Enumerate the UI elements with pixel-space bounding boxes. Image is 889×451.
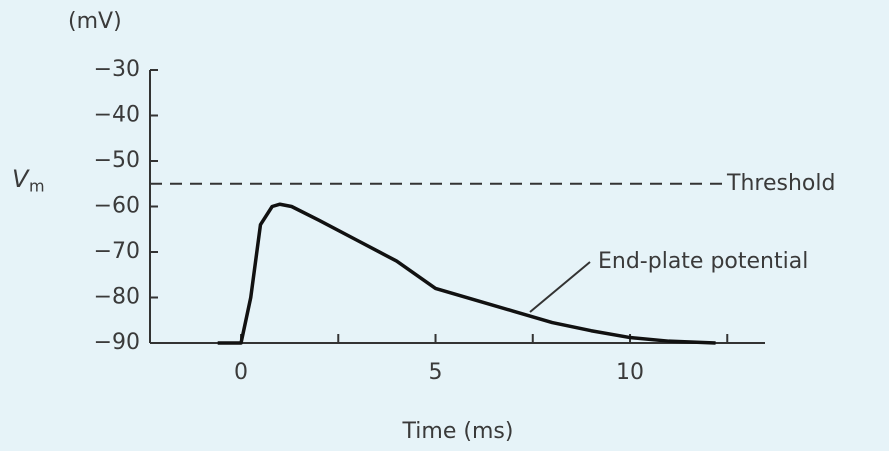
- y-tick-label: −80: [94, 285, 140, 310]
- y-tick-label: −40: [94, 103, 140, 128]
- y-tick-label: −70: [94, 239, 140, 264]
- y-axis-label: V: [12, 165, 30, 193]
- x-tick-label: 10: [616, 360, 644, 385]
- y-tick-label: −60: [94, 194, 140, 219]
- y-tick-label: −90: [94, 330, 140, 355]
- line: [217, 202, 716, 345]
- y-tick-label: −30: [94, 57, 140, 82]
- y-tick-label: −50: [94, 148, 140, 173]
- annotation-leader: [529, 261, 591, 313]
- unit-label: (mV): [68, 9, 122, 34]
- x-axis-label: Time (ms): [402, 419, 514, 444]
- x-tick-label: 0: [234, 360, 248, 385]
- x-tick-label: 5: [429, 360, 443, 385]
- y-axis-label-sub: m: [29, 177, 45, 196]
- series-annotation: End-plate potential: [598, 249, 808, 274]
- threshold-label: Threshold: [726, 171, 835, 196]
